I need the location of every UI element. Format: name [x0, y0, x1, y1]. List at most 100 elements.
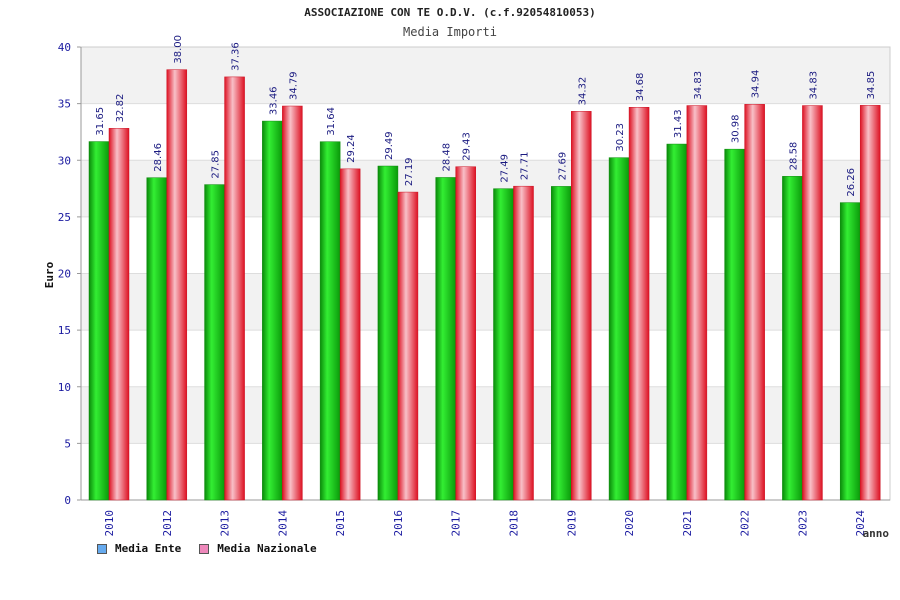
data-label: 27.85 — [211, 150, 222, 179]
data-label: 27.71 — [520, 152, 531, 181]
data-label: 38.00 — [173, 35, 184, 64]
y-tick-label: 15 — [58, 324, 71, 337]
bar-nazionale — [859, 105, 881, 501]
legend-label-ente: Media Ente — [115, 542, 182, 555]
x-tick-label: 2014 — [276, 510, 289, 537]
legend: Media Ente Media Nazionale — [97, 542, 317, 555]
plot-band — [81, 386, 890, 444]
x-axis-label: anno — [863, 527, 890, 540]
y-tick-label: 0 — [64, 494, 71, 507]
data-label: 29.43 — [462, 132, 473, 161]
bar-ente — [782, 176, 803, 501]
data-label: 37.36 — [231, 42, 242, 71]
x-tick-label: 2022 — [739, 510, 752, 537]
x-tick-label: 2018 — [508, 510, 521, 537]
bar-nazionale — [686, 105, 708, 501]
bars — [88, 69, 881, 501]
bar-nazionale — [397, 191, 419, 501]
legend-swatch-ente — [97, 543, 107, 554]
x-tick-label: 2013 — [219, 510, 232, 537]
plot-band — [81, 103, 890, 161]
data-label: 31.64 — [326, 107, 337, 136]
chart-title: ASSOCIAZIONE CON TE O.D.V. (c.f.92054810… — [304, 6, 596, 19]
x-tick-label: 2020 — [623, 510, 636, 537]
data-label: 27.19 — [404, 157, 415, 186]
x-tick-label: 2012 — [161, 510, 174, 537]
data-label: 26.26 — [846, 168, 857, 197]
bar-ente — [493, 188, 514, 501]
plot-band — [81, 273, 890, 331]
y-tick-label: 10 — [58, 381, 71, 394]
y-tick-label: 5 — [64, 437, 71, 450]
data-label: 34.79 — [288, 71, 299, 100]
x-tick-label: 2010 — [103, 510, 116, 537]
legend-item-nazionale[interactable]: Media Nazionale — [199, 542, 317, 555]
data-label: 34.68 — [635, 73, 646, 102]
bar-nazionale — [513, 185, 534, 501]
bar-ente — [319, 141, 341, 501]
x-tick-label: 2019 — [565, 510, 578, 537]
y-axis-label: Euro — [43, 261, 56, 288]
bar-nazionale — [628, 106, 650, 501]
bar-ente — [88, 141, 110, 501]
data-label: 29.49 — [384, 131, 395, 160]
data-label: 34.32 — [577, 77, 588, 106]
y-tick-label: 30 — [58, 154, 71, 167]
data-label: 28.46 — [153, 143, 164, 172]
bar-ente — [262, 120, 283, 501]
y-tick-label: 40 — [58, 41, 71, 54]
bar-ente — [377, 165, 399, 501]
bar-ente — [204, 184, 225, 501]
legend-swatch-nazionale — [199, 543, 210, 554]
data-label: 28.58 — [788, 142, 799, 171]
x-tick-label: 2016 — [392, 510, 405, 537]
bar-ente — [666, 143, 688, 501]
legend-item-ente[interactable]: Media Ente — [97, 542, 181, 555]
data-label: 27.69 — [557, 152, 568, 181]
bar-ente — [839, 202, 861, 501]
data-label: 33.46 — [268, 86, 279, 115]
x-tick-label: 2024 — [854, 510, 867, 537]
bar-nazionale — [455, 166, 476, 501]
plot-band — [81, 216, 890, 274]
data-label: 27.49 — [500, 154, 511, 183]
chart-subtitle: Media Importi — [403, 25, 497, 39]
bar-ente — [608, 157, 630, 501]
plot-band — [81, 47, 890, 104]
bar-nazionale — [744, 104, 765, 501]
plot-band — [81, 443, 890, 500]
bar-ente — [724, 148, 745, 501]
data-label: 28.48 — [442, 143, 453, 172]
data-label: 34.94 — [751, 70, 762, 99]
x-tick-label: 2021 — [681, 510, 694, 537]
data-label: 30.23 — [615, 123, 626, 152]
data-labels: 31.65 32.82 28.46 38.00 27.85 37.36 33.46 34.79… — [95, 35, 877, 197]
bar-ente — [435, 177, 456, 501]
bar-nazionale — [571, 111, 592, 501]
bar-nazionale — [224, 76, 245, 501]
bar-ente — [146, 177, 168, 501]
y-tick-label: 35 — [58, 98, 71, 111]
y-tick-label: 25 — [58, 211, 71, 224]
data-label: 29.24 — [346, 134, 357, 163]
bar-nazionale — [339, 168, 361, 501]
x-tick-label: 2023 — [796, 510, 809, 537]
plot-band — [81, 160, 890, 217]
data-label: 31.65 — [95, 107, 106, 136]
bar-nazionale — [802, 105, 823, 501]
data-label: 32.82 — [115, 94, 126, 123]
x-tick-label: 2015 — [334, 510, 347, 537]
data-label: 30.98 — [731, 115, 742, 144]
bar-ente — [551, 186, 572, 501]
x-tick-label: 2017 — [450, 510, 463, 537]
data-label: 34.85 — [866, 71, 877, 100]
legend-label-nazionale: Media Nazionale — [217, 542, 317, 555]
bar-nazionale — [166, 69, 188, 501]
bar-nazionale — [108, 128, 130, 501]
data-label: 31.43 — [673, 109, 684, 138]
data-label: 34.83 — [808, 71, 819, 100]
data-label: 34.83 — [693, 71, 704, 100]
bar-nazionale — [282, 105, 303, 501]
y-tick-label: 20 — [58, 268, 71, 281]
